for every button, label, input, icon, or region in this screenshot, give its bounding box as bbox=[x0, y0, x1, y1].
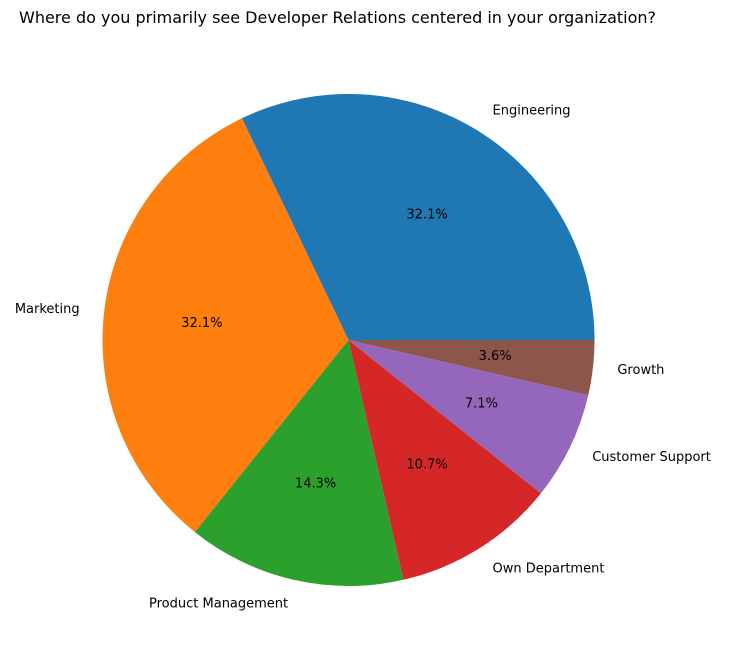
pie-slice-engineering bbox=[241, 94, 595, 340]
slice-label-own-department: Own Department bbox=[493, 562, 605, 577]
slice-label-engineering: Engineering bbox=[493, 103, 571, 118]
pie-slice-marketing bbox=[102, 118, 349, 533]
slice-percent-own-department: 10.7% bbox=[406, 457, 447, 472]
pie-slice-customer-support bbox=[348, 340, 589, 494]
slice-percent-marketing: 32.1% bbox=[181, 316, 222, 331]
slice-percent-growth: 3.6% bbox=[479, 349, 512, 364]
chart-title: Where do you primarily see Developer Rel… bbox=[19, 8, 656, 27]
pie-slice-product-management bbox=[194, 340, 404, 586]
slice-label-marketing: Marketing bbox=[15, 302, 80, 317]
slice-percent-customer-support: 7.1% bbox=[465, 397, 498, 412]
pie-slices bbox=[102, 94, 595, 586]
slice-percent-engineering: 32.1% bbox=[406, 208, 447, 223]
pie-labels: Engineering 32.1% Marketing 32.1% Product Ma… bbox=[15, 103, 711, 611]
slice-percent-product-management: 14.3% bbox=[295, 476, 336, 491]
pie-slice-growth bbox=[348, 340, 595, 396]
pie-slice-own-department bbox=[348, 340, 541, 580]
slice-label-product-management: Product Management bbox=[149, 596, 288, 611]
slice-label-growth: Growth bbox=[617, 363, 664, 378]
slice-label-customer-support: Customer Support bbox=[592, 450, 711, 465]
